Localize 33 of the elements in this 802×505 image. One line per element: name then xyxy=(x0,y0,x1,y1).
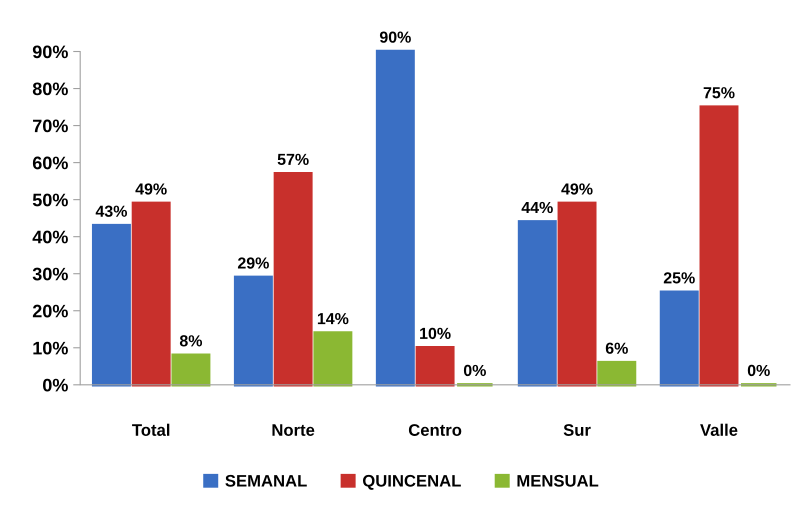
y-tick-label: 70% xyxy=(33,120,68,132)
x-tick-label: Total xyxy=(132,424,170,436)
x-tick-label: Centro xyxy=(408,424,462,436)
x-tick-label: Valle xyxy=(700,424,738,436)
data-label: 90% xyxy=(380,31,411,43)
data-label: 10% xyxy=(420,328,451,340)
y-tick-label: 0% xyxy=(43,378,68,392)
legend-label: SEMANAL xyxy=(225,474,307,487)
x-tick-label: Norte xyxy=(272,424,314,436)
legend-label: QUINCENAL xyxy=(362,474,461,490)
y-tick-label: 90% xyxy=(32,45,68,58)
data-label: 0% xyxy=(464,364,486,376)
data-label: 29% xyxy=(238,257,269,269)
y-tick-label: 30% xyxy=(32,268,68,280)
data-label: 44% xyxy=(522,202,553,214)
y-tick-label: 10% xyxy=(33,342,68,354)
data-label: 8% xyxy=(180,335,202,346)
data-label: 49% xyxy=(135,183,167,195)
data-label: 43% xyxy=(96,206,127,217)
data-label: 14% xyxy=(318,312,348,324)
x-tick-label: Sur xyxy=(564,424,591,436)
y-tick-label: 80% xyxy=(32,82,68,96)
data-label: 57% xyxy=(278,154,309,166)
data-label: 75% xyxy=(704,87,735,98)
y-tick-label: 60% xyxy=(32,156,68,170)
y-tick-label: 20% xyxy=(32,304,68,318)
data-label: 49% xyxy=(561,183,593,195)
y-tick-label: 50% xyxy=(32,194,68,206)
data-label: 25% xyxy=(664,272,695,284)
data-label: 6% xyxy=(606,342,628,354)
legend-label: MENSUAL xyxy=(517,474,598,487)
data-label: 0% xyxy=(748,364,770,376)
y-tick-label: 40% xyxy=(32,230,68,244)
